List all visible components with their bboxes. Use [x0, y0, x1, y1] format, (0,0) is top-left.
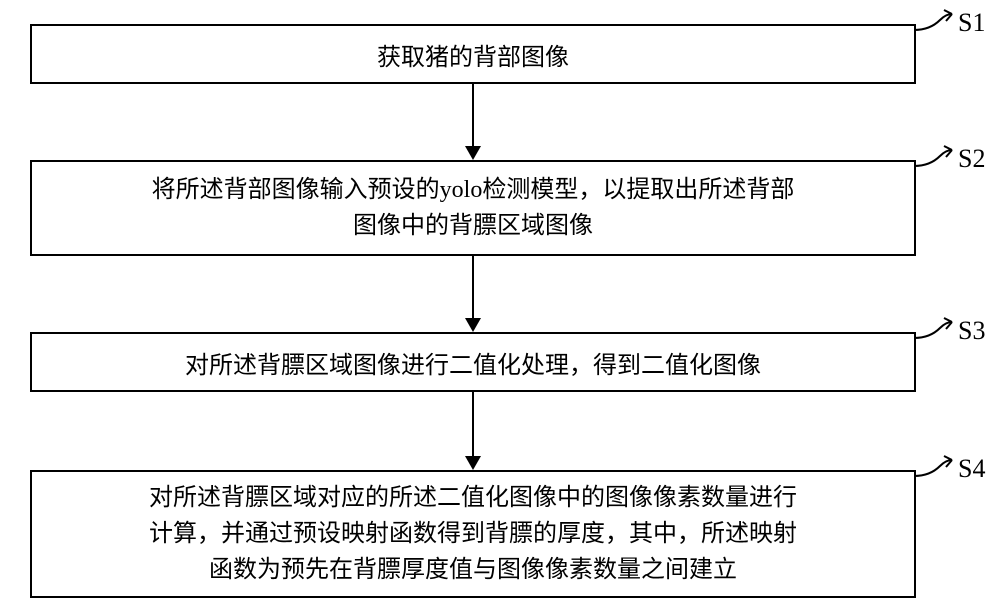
flow-label-s4: S4	[958, 454, 985, 484]
arrow-head-s2-s3	[465, 318, 481, 332]
flow-node-s4-text: 对所述背膘区域对应的所述二值化图像中的图像像素数量进行 计算，并通过预设映射函数…	[62, 480, 884, 588]
arrow-head-s1-s2	[465, 146, 481, 160]
flow-label-s4-text: S4	[958, 454, 985, 483]
flow-label-s1: S1	[958, 8, 985, 38]
arrow-head-s3-s4	[465, 456, 481, 470]
flow-label-s3: S3	[958, 316, 985, 346]
arrow-s3-s4	[472, 392, 474, 456]
arrow-s1-s2	[472, 84, 474, 146]
flow-node-s2-text: 将所述背部图像输入预设的yolo检测模型，以提取出所述背部 图像中的背膘区域图像	[62, 172, 884, 244]
callout-s2	[912, 144, 960, 174]
callout-s4	[912, 454, 960, 484]
callout-s1	[912, 8, 960, 38]
flow-label-s2: S2	[958, 144, 985, 174]
flow-node-s3: 对所述背膘区域图像进行二值化处理，得到二值化图像	[30, 332, 916, 392]
flow-label-s2-text: S2	[958, 144, 985, 173]
flowchart-canvas: 获取猪的背部图像 S1 将所述背部图像输入预设的yolo检测模型，以提取出所述背…	[0, 0, 1000, 610]
callout-s3	[912, 316, 960, 346]
flow-node-s3-text: 对所述背膘区域图像进行二值化处理，得到二值化图像	[52, 345, 894, 380]
flow-label-s3-text: S3	[958, 316, 985, 345]
flow-node-s1: 获取猪的背部图像	[30, 24, 916, 84]
arrow-s2-s3	[472, 256, 474, 318]
flow-node-s1-text: 获取猪的背部图像	[52, 37, 894, 72]
flow-node-s4: 对所述背膘区域对应的所述二值化图像中的图像像素数量进行 计算，并通过预设映射函数…	[30, 470, 916, 598]
flow-node-s2: 将所述背部图像输入预设的yolo检测模型，以提取出所述背部 图像中的背膘区域图像	[30, 160, 916, 256]
flow-label-s1-text: S1	[958, 8, 985, 37]
